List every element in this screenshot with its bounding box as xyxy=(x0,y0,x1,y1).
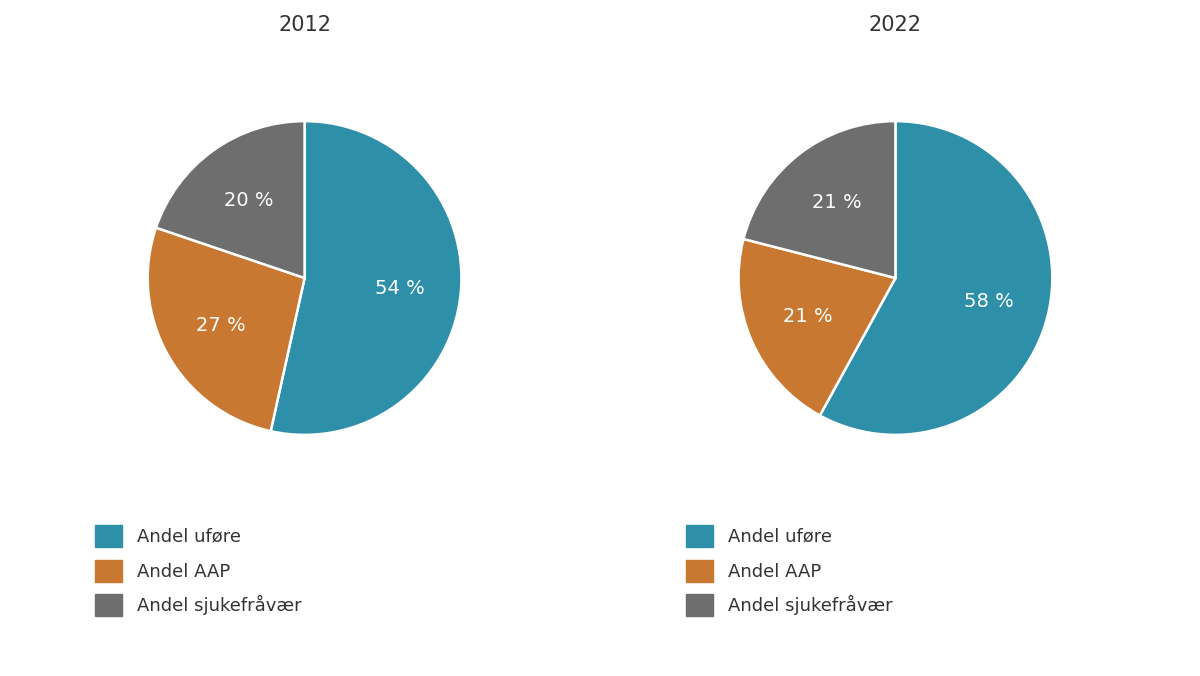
Wedge shape xyxy=(744,121,895,278)
Wedge shape xyxy=(148,228,305,431)
Text: 54 %: 54 % xyxy=(376,279,425,298)
Legend: Andel uføre, Andel AAP, Andel sjukefråvær: Andel uføre, Andel AAP, Andel sjukefråvæ… xyxy=(679,518,900,623)
Text: 21 %: 21 % xyxy=(782,307,832,326)
Wedge shape xyxy=(271,121,462,435)
Title: 2022: 2022 xyxy=(869,15,922,34)
Text: 21 %: 21 % xyxy=(811,193,862,212)
Wedge shape xyxy=(156,121,305,278)
Legend: Andel uføre, Andel AAP, Andel sjukefråvær: Andel uføre, Andel AAP, Andel sjukefråvæ… xyxy=(88,518,308,623)
Text: 27 %: 27 % xyxy=(196,316,246,335)
Text: 58 %: 58 % xyxy=(964,293,1013,312)
Wedge shape xyxy=(820,121,1052,435)
Wedge shape xyxy=(738,239,895,416)
Text: 20 %: 20 % xyxy=(224,191,274,210)
Title: 2012: 2012 xyxy=(278,15,331,34)
